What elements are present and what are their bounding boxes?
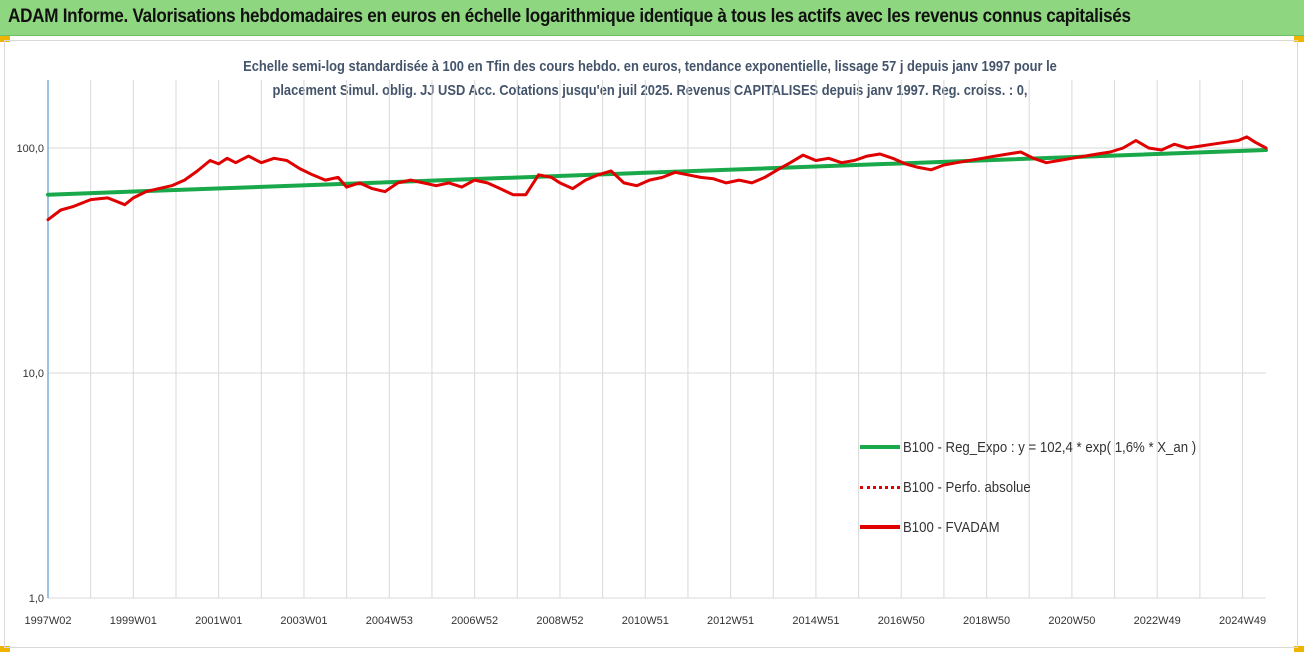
corner-mark-bottom-right bbox=[1294, 646, 1304, 652]
chart-subtitle-line-1: Echelle semi-log standardisée à 100 en T… bbox=[243, 58, 1057, 75]
x-tick-label: 2003W01 bbox=[280, 615, 327, 627]
legend-label-trend: B100 - Reg_Expo : y = 102,4 * exp( 1,6% … bbox=[903, 439, 1197, 456]
y-tick-label: 1,0 bbox=[29, 593, 44, 605]
x-tick-label: 2012W51 bbox=[707, 615, 754, 627]
corner-mark-right bbox=[1294, 36, 1304, 42]
x-tick-label: 1997W02 bbox=[24, 615, 71, 627]
chart-subtitle: Echelle semi-log standardisée à 100 en T… bbox=[220, 55, 1080, 103]
legend-label-fvadam: B100 - FVADAM bbox=[903, 519, 1000, 536]
header-banner: ADAM Informe. Valorisations hebdomadaire… bbox=[0, 0, 1304, 36]
x-tick-label: 2014W51 bbox=[792, 615, 839, 627]
x-tick-label: 2020W50 bbox=[1048, 615, 1095, 627]
x-tick-label: 2004W53 bbox=[366, 615, 413, 627]
x-tick-label: 2006W52 bbox=[451, 615, 498, 627]
y-tick-label: 100,0 bbox=[16, 143, 44, 155]
series-line-fvadam bbox=[46, 135, 1268, 222]
x-tick-label: 1999W01 bbox=[110, 615, 157, 627]
x-tick-label: 2001W01 bbox=[195, 615, 242, 627]
corner-mark-left bbox=[0, 36, 10, 42]
axes bbox=[47, 80, 1266, 599]
corner-mark-bottom-left bbox=[0, 646, 10, 652]
x-tick-label: 2018W50 bbox=[963, 615, 1010, 627]
x-tick-label: 2022W49 bbox=[1134, 615, 1181, 627]
legend-swatch-perf bbox=[860, 486, 900, 489]
x-tick-label: 2024W49 bbox=[1219, 615, 1266, 627]
legend-label-perf: B100 - Perfo. absolue bbox=[903, 479, 1031, 496]
chart-frame bbox=[4, 40, 1298, 648]
legend-swatch-fvadam bbox=[860, 525, 900, 529]
series-line-trend bbox=[46, 148, 1268, 197]
y-tick-label: 10,0 bbox=[23, 368, 44, 380]
x-tick-label: 2008W52 bbox=[536, 615, 583, 627]
tick-labels: 100,0 10,0 1,0 1997W02 1999W01 2001W01 2003W01… bbox=[16, 143, 1266, 627]
series bbox=[46, 135, 1268, 222]
page-title: ADAM Informe. Valorisations hebdomadaire… bbox=[8, 6, 1131, 27]
x-tick-label: 2016W50 bbox=[878, 615, 925, 627]
chart-subtitle-line-2: placement Simul. oblig. JJ USD Acc. Cota… bbox=[272, 82, 1028, 99]
legend-swatch-trend bbox=[860, 445, 900, 449]
x-tick-label: 2010W51 bbox=[622, 615, 669, 627]
